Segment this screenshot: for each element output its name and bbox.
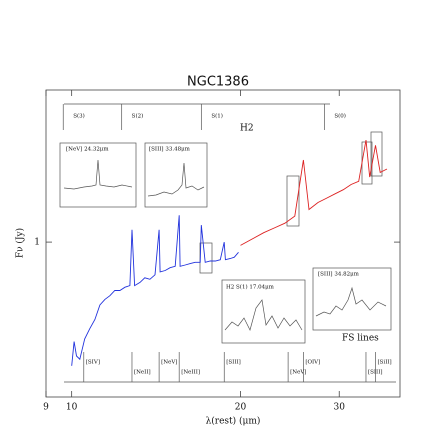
inset-title: [NeV] 24.32μm	[66, 147, 109, 153]
x-tick-label: 10	[66, 403, 78, 413]
inset: H2 S(1) 17.04μm	[221, 279, 306, 344]
h2-line-label: S(1)	[211, 113, 223, 120]
x-tick-label: 20	[235, 403, 247, 413]
inset-spectrum	[63, 159, 133, 190]
plot-frame	[45, 89, 401, 398]
h2-line-label: S(0)	[334, 113, 346, 120]
inset-spectrum	[147, 162, 205, 197]
zoom-box	[286, 175, 300, 227]
fs-line-label: [SIII]	[226, 360, 241, 366]
fs-label: FS lines	[342, 334, 379, 344]
fs-line-label: [SiII]	[378, 360, 392, 366]
fs-line-label: [SIV]	[86, 360, 100, 366]
x-tick-label: 30	[334, 403, 346, 413]
fs-line-label: [OIV]	[305, 360, 320, 366]
inset: [SIII] 33.48μm	[144, 142, 208, 208]
zoom-box	[370, 131, 383, 177]
inset-title: H2 S(1) 17.04μm	[226, 284, 275, 291]
inset: [SIII] 34.82μm	[312, 267, 392, 331]
inset: [NeV] 24.32μm	[59, 142, 137, 208]
fs-line-label: [NeIII]	[181, 370, 200, 376]
h2-line-label: S(3)	[73, 113, 85, 120]
fs-line-label: [NeV]	[161, 360, 177, 366]
spectrum-line	[71, 215, 239, 366]
inset-spectrum	[224, 299, 303, 331]
h2-label: H2	[240, 124, 254, 134]
fs-line-label: [NeV]	[290, 370, 306, 376]
inset-frame	[144, 142, 208, 208]
inset-frame	[312, 267, 392, 331]
inset-spectrum	[315, 286, 387, 317]
inset-frame	[59, 142, 137, 208]
chart-title: NGC1386	[187, 75, 249, 90]
inset-title: [SIII] 34.82μm	[318, 272, 360, 278]
h2-line-label: S(2)	[132, 113, 144, 120]
y-tick-label: 1	[34, 238, 40, 248]
spectrum-line	[240, 140, 388, 246]
x-axis-label: λ(rest) (μm)	[206, 416, 261, 427]
fs-line-label: [NeII]	[134, 370, 151, 376]
inset-title: [SIII] 33.48μm	[149, 147, 191, 153]
x-tick-label: 9	[43, 403, 49, 413]
y-axis-label: Fν (Jy)	[15, 228, 26, 258]
zoom-box	[199, 242, 213, 274]
